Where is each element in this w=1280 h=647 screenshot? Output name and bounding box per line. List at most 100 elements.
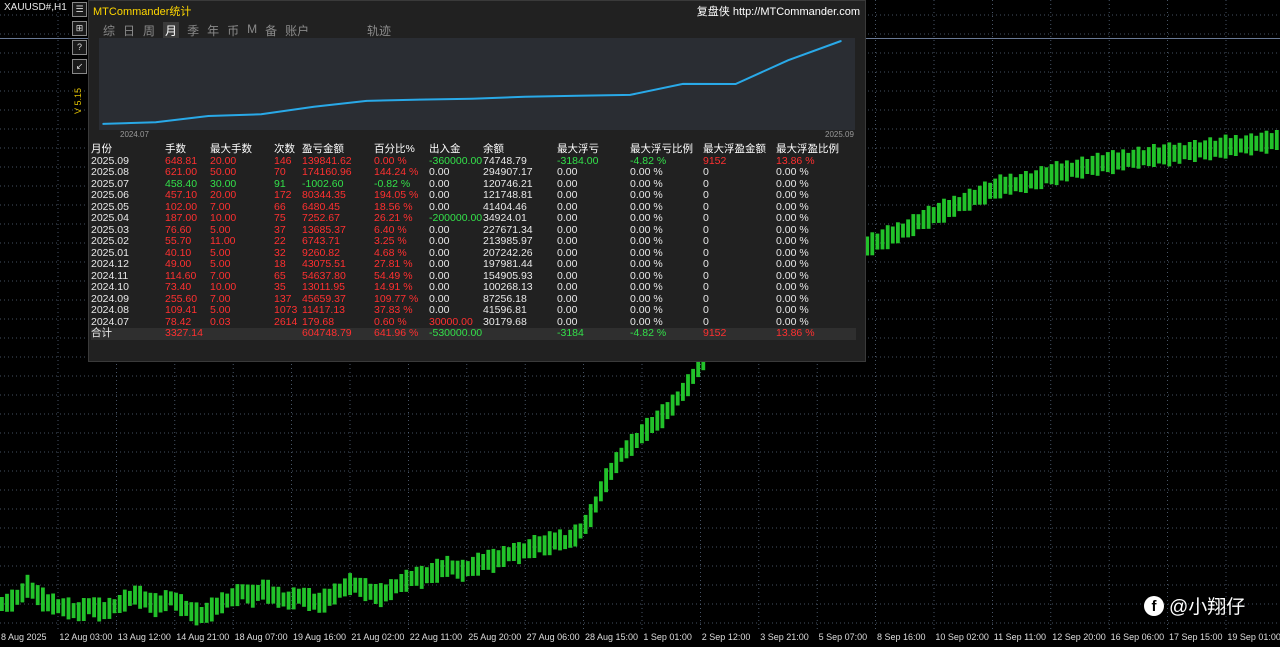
table-cell: 139841.62	[302, 154, 352, 167]
table-cell: 0.00 %	[776, 304, 809, 316]
menu-icon[interactable]: ☰	[72, 2, 87, 17]
equity-point	[418, 98, 421, 101]
candle	[25, 574, 30, 598]
table-cell: 0	[703, 223, 709, 236]
tab-week[interactable]: 周	[143, 24, 156, 38]
candle	[1239, 138, 1243, 153]
table-cell: 2024.07	[91, 315, 129, 328]
table-cell: 0.00	[429, 200, 450, 213]
candle	[947, 200, 951, 217]
table-cell: 2025.01	[91, 246, 129, 259]
candle	[532, 535, 537, 558]
candle	[128, 590, 132, 606]
time-label: 28 Aug 15:00	[585, 632, 639, 642]
candle	[1100, 155, 1105, 172]
table-row: 2024.12 49.00 5.00 18 43075.51 27.81 % 0.00 197…	[91, 258, 856, 271]
tab-account[interactable]: 账户	[285, 24, 310, 38]
tab-note[interactable]: 备	[265, 24, 278, 38]
grid-icon[interactable]: ⊞	[72, 21, 87, 36]
table-cell: 0.00	[557, 304, 578, 316]
table-header: 月份 手数 最大手数 次数 盈亏金额 百分比% 出入金 余额 最大浮亏 最大浮亏比例 最大浮盈金额最…	[91, 143, 856, 156]
table-cell: 0.00 %	[630, 177, 663, 190]
tab-day[interactable]: 日	[123, 24, 136, 38]
equity-point	[154, 121, 157, 124]
candle	[686, 374, 690, 397]
tab-magic[interactable]: M	[247, 22, 258, 36]
table-cell: 2614	[274, 315, 298, 328]
column-header: 最大浮盈比例	[776, 143, 839, 155]
website-link[interactable]: 复盘侠 http://MTCommander.com	[696, 6, 860, 18]
table-row: 2025.08 621.00 50.00 70 174160.96 144.24 % 0.0…	[91, 166, 856, 179]
table-cell: 227671.34	[483, 223, 533, 236]
candle	[1193, 140, 1197, 162]
candle	[148, 592, 153, 613]
table-cell: 74748.79	[483, 154, 527, 167]
candle	[230, 588, 235, 607]
column-header: 最大浮亏比例	[630, 143, 693, 155]
table-cell: 0.00	[429, 292, 450, 305]
equity-point	[260, 113, 262, 116]
candle	[568, 529, 573, 548]
candle	[358, 577, 363, 597]
total-cell	[210, 328, 274, 340]
candle	[691, 368, 695, 384]
equity-axis-end: 2025.09	[825, 130, 854, 139]
candle	[399, 574, 404, 592]
candle	[583, 514, 588, 534]
candle	[1121, 149, 1126, 171]
table-cell: 0.00	[429, 246, 450, 259]
table-cell: 0.00 %	[630, 246, 663, 259]
candle	[378, 583, 383, 608]
minimize-icon[interactable]: ↙	[72, 59, 87, 74]
time-label: 27 Aug 06:00	[526, 632, 580, 642]
candle	[1049, 164, 1054, 185]
candle	[66, 597, 71, 620]
candle	[368, 583, 373, 600]
table-cell: 2024.09	[91, 292, 129, 305]
candle	[1126, 152, 1131, 167]
table-cell: 0.00 %	[630, 292, 663, 305]
table-cell: 0	[703, 269, 709, 282]
candle	[169, 591, 173, 606]
candle	[962, 192, 967, 211]
table-cell: 121748.81	[483, 189, 533, 201]
column-header: 余额	[483, 143, 504, 155]
table-cell: 207242.26	[483, 246, 533, 259]
candle	[1034, 170, 1038, 190]
candle	[880, 229, 885, 250]
candle	[988, 182, 992, 199]
table-cell: 0	[703, 200, 709, 213]
candle	[660, 404, 665, 429]
tab-year[interactable]: 年	[207, 24, 220, 38]
equity-point	[313, 106, 315, 108]
table-cell: 0.00	[557, 258, 578, 270]
tab-summary[interactable]: 综	[103, 24, 116, 38]
tab-quarter[interactable]: 季	[187, 24, 200, 38]
table-cell: 0.00 %	[374, 154, 407, 167]
candle	[1024, 171, 1028, 193]
candle	[1228, 138, 1233, 156]
candle	[184, 600, 189, 616]
candle	[916, 214, 921, 230]
time-label: 3 Sep 21:00	[760, 632, 809, 642]
candle	[476, 552, 480, 576]
candle	[425, 567, 429, 584]
total-cell: 9152	[703, 327, 776, 340]
tab-month[interactable]: 月	[163, 22, 180, 38]
candle	[117, 595, 122, 613]
candle	[993, 178, 998, 199]
table-cell: 0.00 %	[776, 212, 809, 224]
tab-trajectory[interactable]: 轨迹	[367, 24, 392, 38]
candle	[1264, 130, 1269, 154]
table-cell: 146	[274, 154, 292, 167]
table-cell: 9152	[703, 154, 727, 167]
candle	[220, 592, 224, 614]
candle	[225, 593, 230, 608]
candle	[522, 543, 526, 559]
help-icon[interactable]: ?	[72, 40, 87, 55]
table-cell: 13685.37	[302, 223, 346, 236]
table-cell: 2025.07	[91, 177, 129, 190]
table-cell: 70	[274, 166, 286, 178]
tab-currency[interactable]: 币	[227, 24, 240, 38]
table-cell: 7.00	[210, 292, 231, 305]
